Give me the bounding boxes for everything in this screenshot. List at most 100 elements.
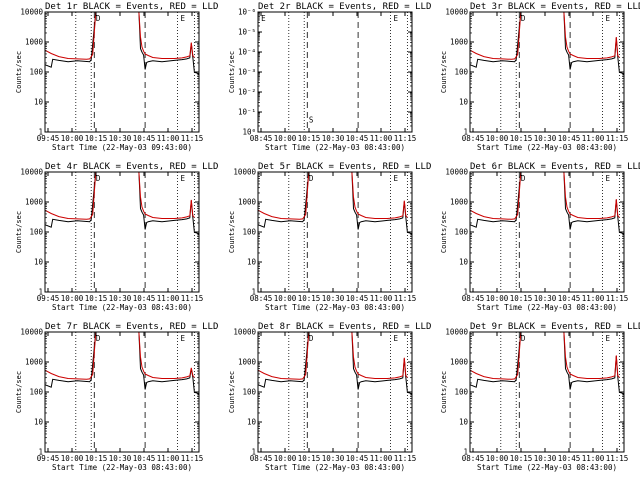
x-tick-label: 09:45 xyxy=(37,454,60,463)
event-marker-label: D xyxy=(309,334,314,343)
panel-title: Det 3r BLACK = Events, RED = LLD xyxy=(470,2,640,12)
plot-frame xyxy=(44,171,200,293)
panel-title: Det 5r BLACK = Events, RED = LLD xyxy=(258,162,431,172)
y-tick-label: 10 xyxy=(34,418,44,427)
event-marker-label: E xyxy=(606,174,611,183)
y-tick-label: 10⁻¹ xyxy=(238,108,256,117)
x-tick-label: 11:15 xyxy=(394,134,417,143)
detector-panel: Det 2r BLACK = Events, RED = LLD S E E 10⁰ 10… xyxy=(228,2,431,152)
x-tick-label: 10:15 xyxy=(298,134,321,143)
y-tick-label: 1 xyxy=(463,128,468,137)
event-marker-label: S xyxy=(309,115,314,124)
x-tick-label: 10:30 xyxy=(534,454,557,463)
detector-panel: Det 4r BLACK = Events, RED = LLD D E 1 10 100… xyxy=(15,162,218,312)
x-tick-label: 10:45 xyxy=(558,134,581,143)
detector-panel: Det 5r BLACK = Events, RED = LLD D E 1 10 100… xyxy=(228,162,431,312)
plot-frame xyxy=(257,171,413,293)
event-marker-label: E xyxy=(261,14,266,23)
x-tick-label: 08:45 xyxy=(462,134,485,143)
x-tick-label: 08:45 xyxy=(250,294,273,303)
y-axis-label: Counts/sec xyxy=(228,371,236,413)
events-series-line xyxy=(470,172,624,235)
y-tick-label: 100 xyxy=(29,68,43,77)
panel-title: Det 1r BLACK = Events, RED = LLD xyxy=(45,2,218,12)
lld-series-line xyxy=(470,332,620,380)
x-tick-label: 10:00 xyxy=(274,134,297,143)
panel-title: Det 7r BLACK = Events, RED = LLD xyxy=(45,322,218,332)
x-tick-label: 10:30 xyxy=(322,134,345,143)
event-marker-label: E xyxy=(606,334,611,343)
x-tick-label: 10:30 xyxy=(534,134,557,143)
y-tick-label: 10⁻⁵ xyxy=(238,28,256,37)
x-tick-label: 10:45 xyxy=(346,294,369,303)
x-axis-label: Start Time (22-May-03 08:43:00) xyxy=(52,303,192,312)
event-marker-label: E xyxy=(181,14,186,23)
y-tick-label: 10 xyxy=(459,98,469,107)
x-tick-label: 10:15 xyxy=(298,454,321,463)
x-tick-label: 11:15 xyxy=(606,454,629,463)
x-tick-label: 11:00 xyxy=(370,294,393,303)
lld-series-line xyxy=(45,172,195,220)
x-tick-label: 10:00 xyxy=(274,294,297,303)
event-marker-label: E xyxy=(394,174,399,183)
y-axis-label: Counts/sec xyxy=(228,51,236,93)
event-marker-label: E xyxy=(181,334,186,343)
y-tick-label: 100 xyxy=(454,228,468,237)
x-tick-label: 10:30 xyxy=(109,454,132,463)
panel-title: Det 2r BLACK = Events, RED = LLD xyxy=(258,2,431,12)
y-tick-label: 10⁰ xyxy=(242,128,256,137)
events-series-line xyxy=(258,172,412,235)
y-axis-label: Counts/sec xyxy=(440,51,448,93)
event-marker-label: D xyxy=(96,174,101,183)
x-tick-label: 08:45 xyxy=(462,294,485,303)
y-tick-label: 100 xyxy=(29,228,43,237)
x-tick-label: 10:00 xyxy=(486,134,509,143)
lld-series-line xyxy=(45,332,195,380)
x-tick-label: 10:30 xyxy=(534,294,557,303)
lld-series-line xyxy=(258,332,408,380)
panel-title: Det 8r BLACK = Events, RED = LLD xyxy=(258,322,431,332)
plot-frame xyxy=(257,331,413,453)
x-axis-label: Start Time (22-May-03 09:43:00) xyxy=(52,143,192,152)
lld-series-line xyxy=(470,12,620,60)
detector-panel: Det 6r BLACK = Events, RED = LLD D E 1 10 100… xyxy=(440,162,640,312)
y-tick-label: 10 xyxy=(34,258,44,267)
x-tick-label: 11:00 xyxy=(370,454,393,463)
y-tick-label: 1000 xyxy=(25,358,44,367)
x-tick-label: 10:45 xyxy=(133,294,156,303)
x-tick-label: 10:15 xyxy=(510,294,533,303)
plot-frame xyxy=(257,11,413,133)
x-tick-label: 11:00 xyxy=(370,134,393,143)
x-tick-label: 10:15 xyxy=(510,454,533,463)
y-tick-label: 10⁻³ xyxy=(238,68,256,77)
y-axis-label: Counts/sec xyxy=(15,211,23,253)
x-tick-label: 08:45 xyxy=(250,134,273,143)
y-tick-label: 1 xyxy=(463,288,468,297)
x-tick-label: 11:00 xyxy=(157,294,180,303)
x-tick-label: 10:45 xyxy=(133,134,156,143)
y-tick-label: 10⁻⁶ xyxy=(238,8,256,17)
plot-frame xyxy=(44,331,200,453)
x-tick-label: 10:00 xyxy=(486,294,509,303)
x-tick-label: 08:45 xyxy=(462,454,485,463)
x-tick-label: 10:15 xyxy=(85,454,108,463)
x-tick-label: 09:45 xyxy=(37,294,60,303)
x-tick-label: 10:00 xyxy=(61,294,84,303)
y-tick-label: 10 xyxy=(459,258,469,267)
x-axis-label: Start Time (22-May-03 08:43:00) xyxy=(477,143,617,152)
y-tick-label: 10⁻² xyxy=(238,88,256,97)
events-series-line xyxy=(258,332,412,395)
y-tick-label: 100 xyxy=(454,68,468,77)
y-tick-label: 100 xyxy=(242,388,256,397)
y-tick-label: 1 xyxy=(38,448,43,457)
y-tick-label: 1 xyxy=(38,288,43,297)
x-tick-label: 10:45 xyxy=(558,454,581,463)
y-tick-label: 10000 xyxy=(20,168,43,177)
y-tick-label: 1000 xyxy=(238,198,257,207)
lld-series-line xyxy=(470,172,620,220)
x-tick-label: 10:45 xyxy=(346,134,369,143)
y-tick-label: 10000 xyxy=(233,168,256,177)
x-tick-label: 11:15 xyxy=(606,134,629,143)
